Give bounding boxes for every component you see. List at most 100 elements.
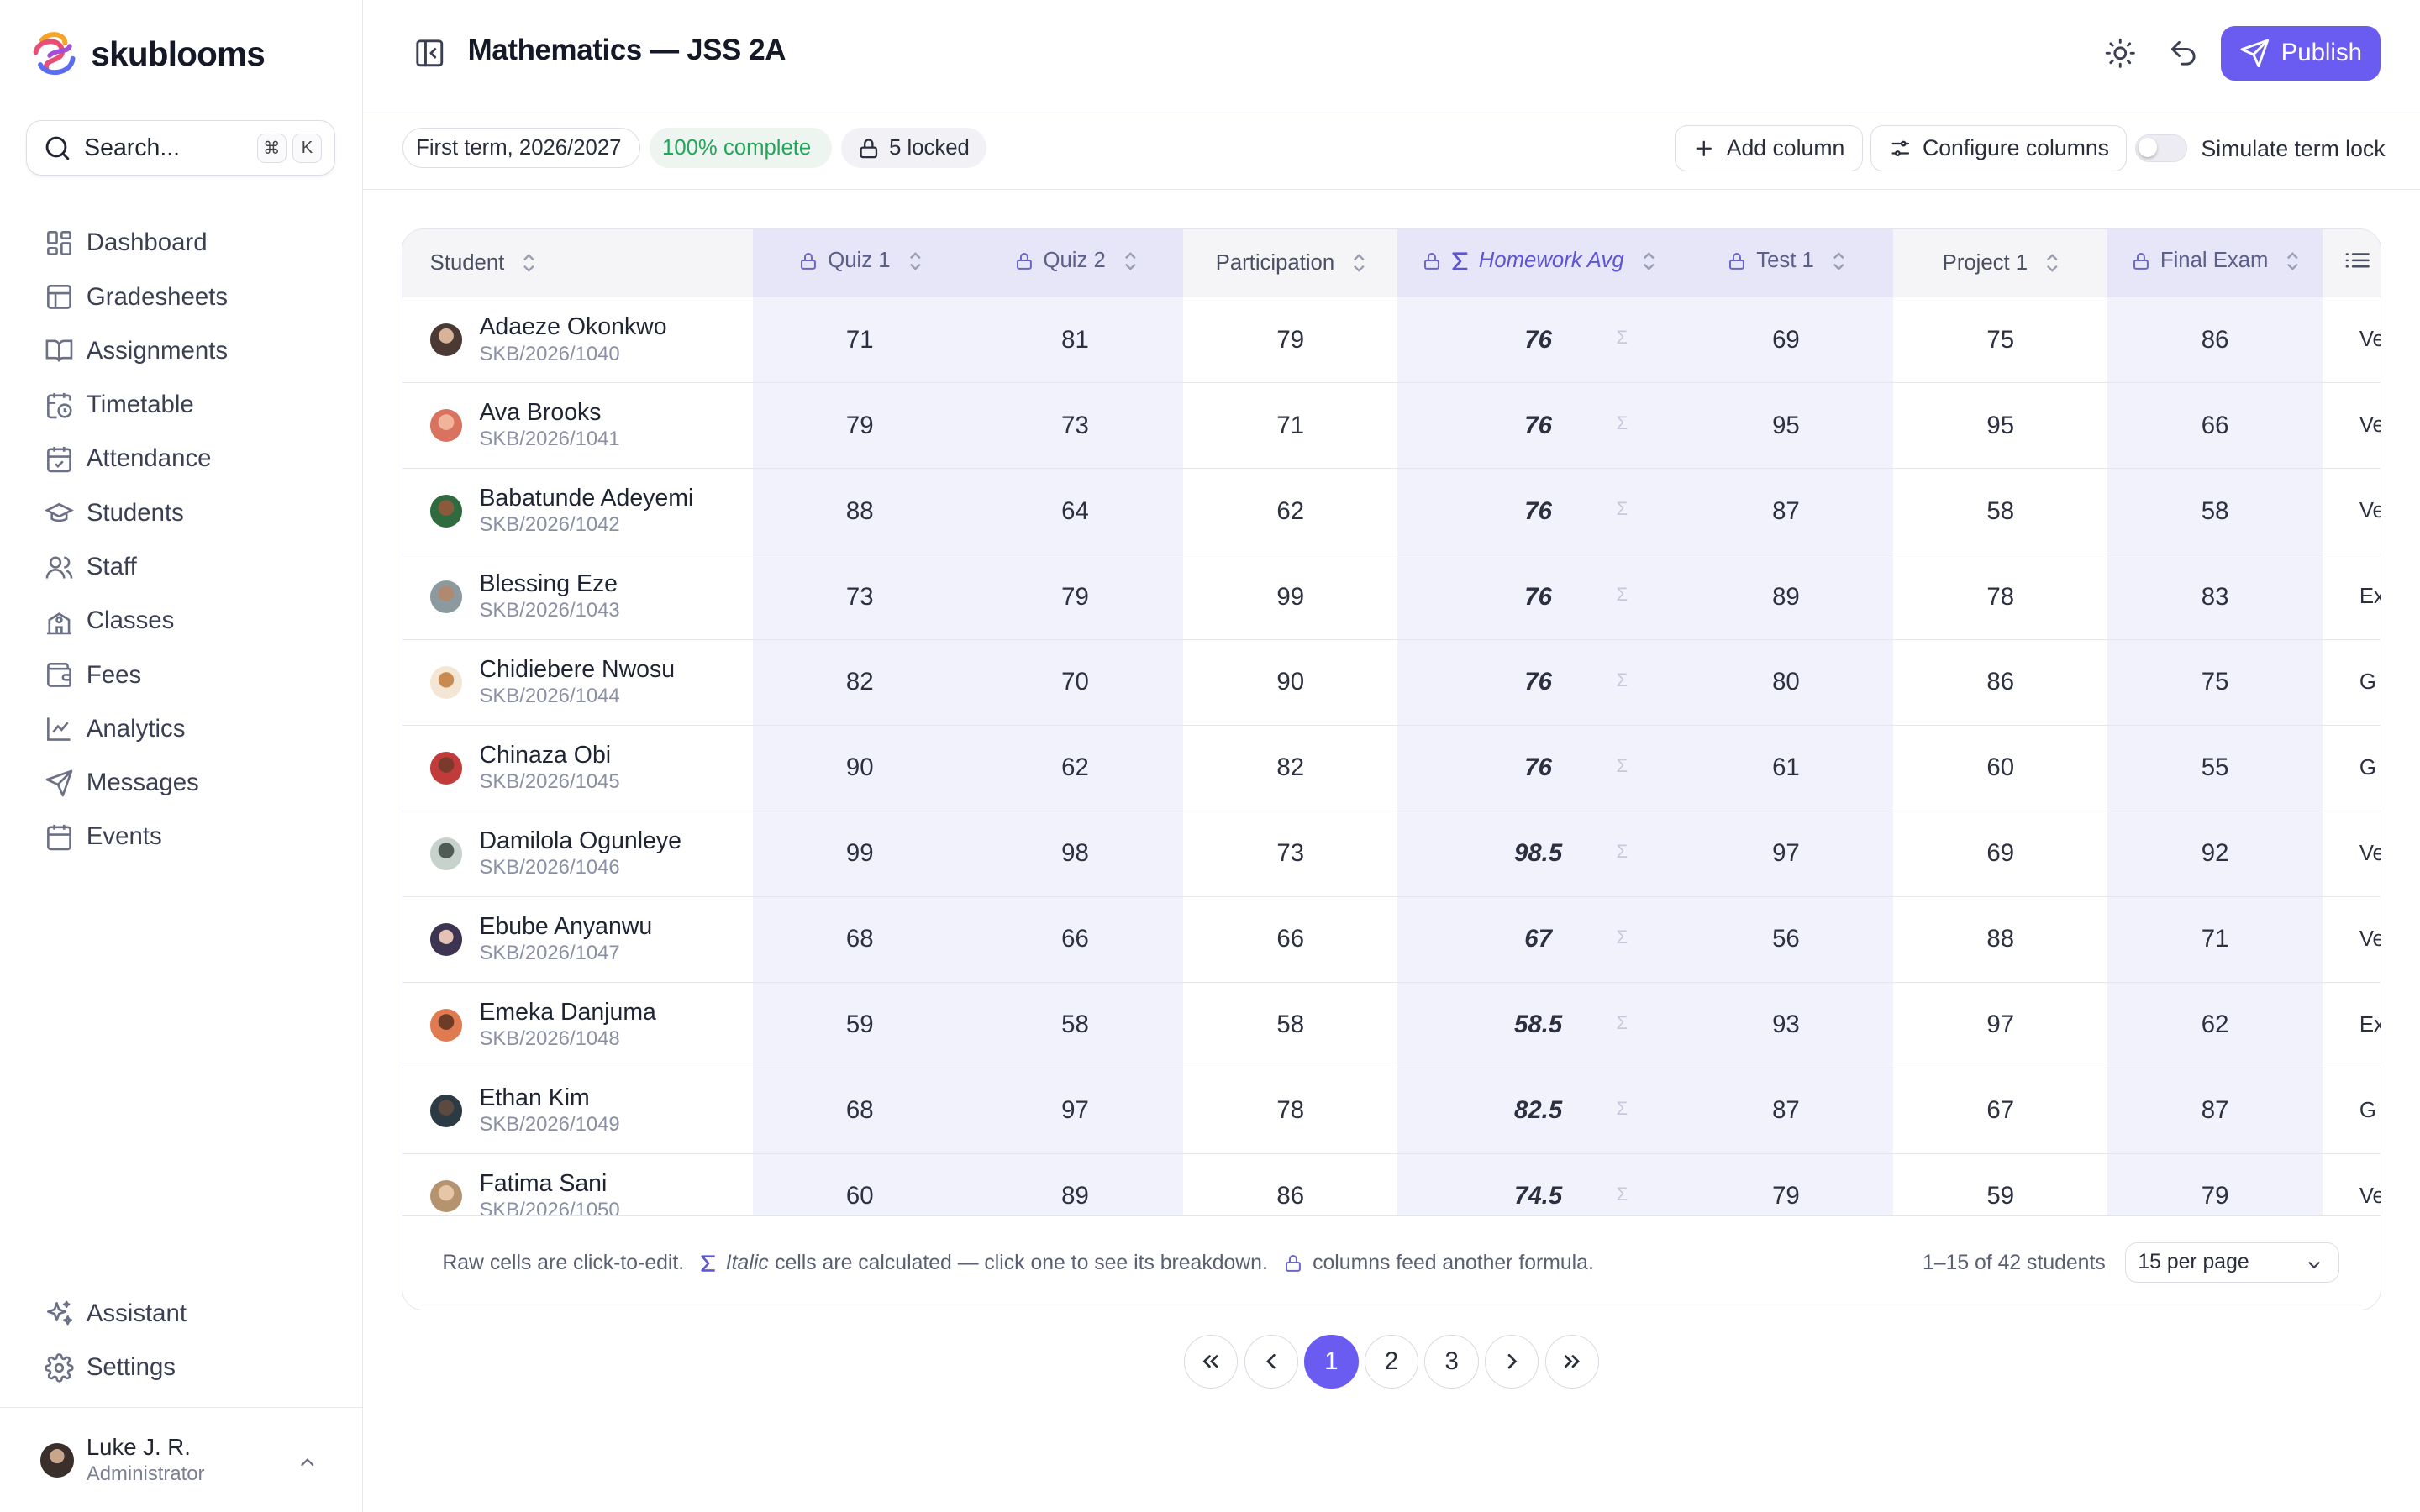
grade-cell-participation[interactable]: 82 xyxy=(1183,725,1398,811)
grade-cell-quiz-2[interactable]: 98 xyxy=(966,811,1184,897)
grade-cell-quiz-2[interactable]: 58 xyxy=(966,982,1184,1068)
sidebar-item-dashboard[interactable]: Dashboard xyxy=(0,216,363,270)
grade-cell-project-1[interactable]: 78 xyxy=(1893,554,2108,641)
grade-cell-participation[interactable]: 86 xyxy=(1183,1153,1398,1215)
grade-cell-final-exam[interactable]: 55 xyxy=(2107,725,2323,811)
grade-cell-final-exam[interactable]: 79 xyxy=(2107,1153,2323,1215)
remark-cell[interactable]: Ex xyxy=(2322,982,2381,1068)
grade-cell-quiz-1[interactable]: 79 xyxy=(752,382,967,470)
grade-cell-test-1[interactable]: 80 xyxy=(1678,639,1894,726)
term-chip[interactable]: First term, 2026/2027 xyxy=(402,128,641,169)
grade-cell-project-1[interactable]: 67 xyxy=(1893,1068,2108,1154)
grade-cell-test-1[interactable]: 69 xyxy=(1678,297,1894,384)
page-button-2[interactable]: 2 xyxy=(1364,1335,1419,1389)
grade-cell-homework-avg[interactable]: 82.5 Σ xyxy=(1397,1068,1679,1154)
grade-cell-final-exam[interactable]: 83 xyxy=(2107,554,2323,641)
grade-cell-test-1[interactable]: 93 xyxy=(1678,982,1894,1068)
grade-cell-final-exam[interactable]: 75 xyxy=(2107,639,2323,726)
column-header-homework-avg[interactable]: Homework Avg xyxy=(1397,228,1679,298)
column-header-project-1[interactable]: Project 1 xyxy=(1893,228,2108,298)
grade-cell-final-exam[interactable]: 66 xyxy=(2107,382,2323,470)
grade-cell-homework-avg[interactable]: 76 Σ xyxy=(1397,382,1679,470)
student-cell[interactable]: Damilola Ogunleye SKB/2026/1046 xyxy=(402,811,753,897)
sidebar-item-gradesheets[interactable]: Gradesheets xyxy=(0,270,363,323)
grade-cell-test-1[interactable]: 95 xyxy=(1678,382,1894,470)
grade-cell-quiz-2[interactable]: 64 xyxy=(966,468,1184,555)
student-cell[interactable]: Blessing Eze SKB/2026/1043 xyxy=(402,554,753,641)
table-row[interactable]: Chinaza Obi SKB/2026/1045 90 62 82 76 Σ 61 60 55 G xyxy=(402,725,2381,811)
grade-cell-project-1[interactable]: 75 xyxy=(1893,297,2108,384)
page-button-3[interactable]: 3 xyxy=(1424,1335,1479,1389)
remark-cell[interactable]: Ve xyxy=(2322,382,2381,470)
remark-cell[interactable]: Ve xyxy=(2322,468,2381,555)
sidebar-item-attendance[interactable]: Attendance xyxy=(0,432,363,486)
grade-cell-participation[interactable]: 99 xyxy=(1183,554,1398,641)
grade-cell-quiz-2[interactable]: 62 xyxy=(966,725,1184,811)
user-menu[interactable]: Luke J. R. Administrator xyxy=(0,1407,363,1512)
sidebar-item-staff[interactable]: Staff xyxy=(0,540,363,594)
sidebar-item-analytics[interactable]: Analytics xyxy=(0,702,363,756)
student-cell[interactable]: Emeka Danjuma SKB/2026/1048 xyxy=(402,982,753,1068)
brand[interactable]: skublooms xyxy=(31,28,266,80)
grade-cell-participation[interactable]: 90 xyxy=(1183,639,1398,726)
sidebar-item-messages[interactable]: Messages xyxy=(0,756,363,810)
remark-cell[interactable]: Ex xyxy=(2322,554,2381,641)
column-header-participation[interactable]: Participation xyxy=(1183,228,1398,298)
grade-cell-participation[interactable]: 58 xyxy=(1183,982,1398,1068)
grade-cell-test-1[interactable]: 97 xyxy=(1678,811,1894,897)
grade-cell-homework-avg[interactable]: 98.5 Σ xyxy=(1397,811,1679,897)
grade-cell-homework-avg[interactable]: 76 Σ xyxy=(1397,468,1679,555)
grade-cell-final-exam[interactable]: 86 xyxy=(2107,297,2323,384)
grade-cell-quiz-2[interactable]: 70 xyxy=(966,639,1184,726)
grade-cell-test-1[interactable]: 87 xyxy=(1678,1068,1894,1154)
grade-cell-test-1[interactable]: 89 xyxy=(1678,554,1894,641)
sun-icon[interactable] xyxy=(2104,37,2137,70)
table-row[interactable]: Adaeze Okonkwo SKB/2026/1040 71 81 79 76 Σ 69 75… xyxy=(402,297,2381,384)
grade-cell-final-exam[interactable]: 87 xyxy=(2107,1068,2323,1154)
grade-cell-project-1[interactable]: 88 xyxy=(1893,896,2108,983)
column-header-more[interactable] xyxy=(2322,228,2381,298)
table-row[interactable]: Emeka Danjuma SKB/2026/1048 59 58 58 58.5 Σ 93 9… xyxy=(402,982,2381,1068)
sidebar-item-fees[interactable]: Fees xyxy=(0,648,363,701)
grade-cell-participation[interactable]: 66 xyxy=(1183,896,1398,983)
grade-cell-quiz-1[interactable]: 68 xyxy=(752,1068,967,1154)
table-row[interactable]: Ethan Kim SKB/2026/1049 68 97 78 82.5 Σ 87 67 87 G xyxy=(402,1068,2381,1154)
student-cell[interactable]: Chidiebere Nwosu SKB/2026/1044 xyxy=(402,639,753,726)
grade-cell-final-exam[interactable]: 62 xyxy=(2107,982,2323,1068)
grade-cell-project-1[interactable]: 95 xyxy=(1893,382,2108,470)
last-page-button[interactable] xyxy=(1544,1335,1599,1389)
table-row[interactable]: Babatunde Adeyemi SKB/2026/1042 88 64 62 76 Σ 8… xyxy=(402,468,2381,555)
grade-cell-quiz-2[interactable]: 97 xyxy=(966,1068,1184,1154)
grade-cell-final-exam[interactable]: 92 xyxy=(2107,811,2323,897)
remark-cell[interactable]: G xyxy=(2322,725,2381,811)
first-page-button[interactable] xyxy=(1183,1335,1239,1389)
configure-columns-button[interactable]: Configure columns xyxy=(1870,124,2128,171)
grade-cell-quiz-1[interactable]: 71 xyxy=(752,297,967,384)
sidebar-item-events[interactable]: Events xyxy=(0,810,363,864)
undo-icon[interactable] xyxy=(2167,37,2200,70)
table-row[interactable]: Damilola Ogunleye SKB/2026/1046 99 98 73 98.5… xyxy=(402,811,2381,897)
grade-cell-project-1[interactable]: 86 xyxy=(1893,639,2108,726)
grade-cell-quiz-2[interactable]: 89 xyxy=(966,1153,1184,1215)
remark-cell[interactable]: Ve xyxy=(2322,297,2381,384)
grade-cell-project-1[interactable]: 60 xyxy=(1893,725,2108,811)
remark-cell[interactable]: Ve xyxy=(2322,1153,2381,1215)
remark-cell[interactable]: Ve xyxy=(2322,896,2381,983)
grade-cell-test-1[interactable]: 56 xyxy=(1678,896,1894,983)
grade-cell-quiz-1[interactable]: 90 xyxy=(752,725,967,811)
grade-cell-homework-avg[interactable]: 76 Σ xyxy=(1397,554,1679,641)
grade-cell-quiz-1[interactable]: 59 xyxy=(752,982,967,1068)
column-header-quiz-2[interactable]: Quiz 2 xyxy=(966,228,1184,298)
chevron-up-icon[interactable] xyxy=(297,1452,318,1473)
student-cell[interactable]: Babatunde Adeyemi SKB/2026/1042 xyxy=(402,468,753,555)
grade-cell-quiz-1[interactable]: 99 xyxy=(752,811,967,897)
student-cell[interactable]: Ava Brooks SKB/2026/1041 xyxy=(402,382,753,470)
search-box[interactable]: Search... ⌘ K xyxy=(26,120,335,176)
table-row[interactable]: Ebube Anyanwu SKB/2026/1047 68 66 66 67 Σ 56 88 7… xyxy=(402,896,2381,983)
collapse-sidebar-icon[interactable] xyxy=(413,37,446,70)
add-column-button[interactable]: Add column xyxy=(1675,124,1863,171)
table-row[interactable]: Chidiebere Nwosu SKB/2026/1044 82 70 90 76 Σ 80… xyxy=(402,639,2381,726)
column-header-quiz-1[interactable]: Quiz 1 xyxy=(752,228,967,298)
grade-cell-homework-avg[interactable]: 58.5 Σ xyxy=(1397,982,1679,1068)
publish-button[interactable]: Publish xyxy=(2221,26,2381,81)
